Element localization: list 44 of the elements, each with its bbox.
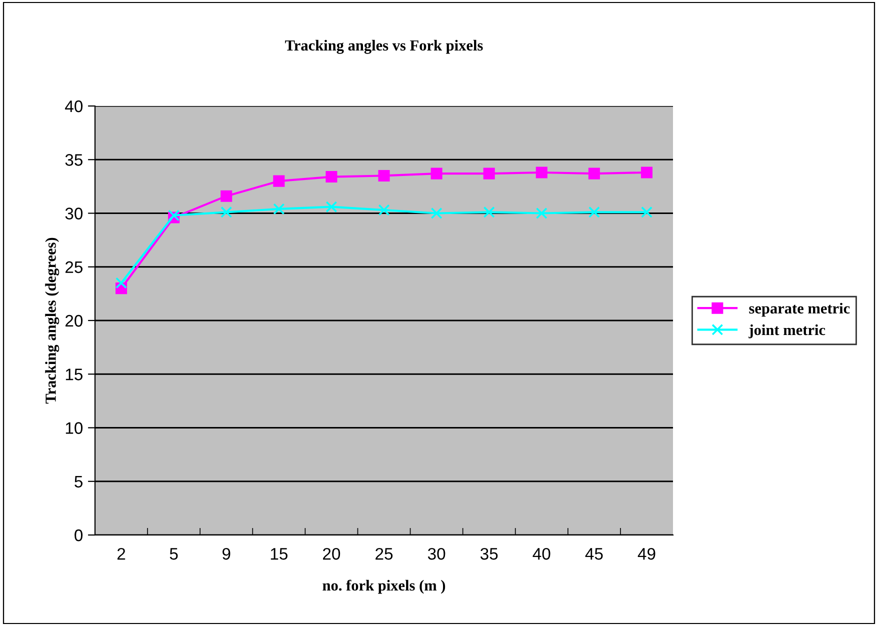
y-tick-label: 40 [65,100,83,112]
point [220,206,232,218]
x-tick-label: 5 [170,548,178,560]
point [588,206,600,218]
x-tick-label: 15 [270,548,288,560]
x-tick-label: 30 [428,548,446,560]
point [430,168,442,180]
point [536,207,548,220]
point [326,171,338,183]
point [588,168,600,180]
point [273,175,285,187]
legend-label: separate metric [749,302,850,317]
x-tick-label: 49 [638,548,656,560]
point [220,190,232,202]
point [430,207,442,220]
y-tick-label: 30 [65,208,83,220]
point [483,206,495,218]
y-tick-label: 25 [65,261,82,274]
y-tick-label: 10 [66,422,83,434]
chart-title: Tracking angles vs Fork pixels [285,40,483,54]
x-tick-label: 40 [532,548,550,560]
y-tick-label: 0 [74,529,83,542]
x-axis-title: no. fork pixels (m ) [322,580,446,594]
point [116,277,128,289]
point [640,166,652,178]
y-axis-title: Tracking angles (degrees) [45,238,60,404]
x-tick-label: 20 [323,548,340,560]
point [326,201,338,213]
point [536,166,548,178]
x-tick-label: 35 [480,548,498,560]
y-tick-label: 20 [65,314,83,327]
y-tick-label: 5 [74,476,82,488]
x-tick-label: 45 [585,548,603,560]
legend-label: joint metric [748,324,826,338]
y-tick-label: 35 [65,154,82,166]
x-tick-label: 9 [222,548,230,560]
x-tick-label: 25 [376,548,393,560]
point [483,168,495,180]
point [378,170,390,182]
x-tick-label: 2 [117,548,126,560]
point [378,204,390,216]
point [640,206,652,218]
y-tick-label: 15 [66,368,82,380]
point [273,203,285,215]
